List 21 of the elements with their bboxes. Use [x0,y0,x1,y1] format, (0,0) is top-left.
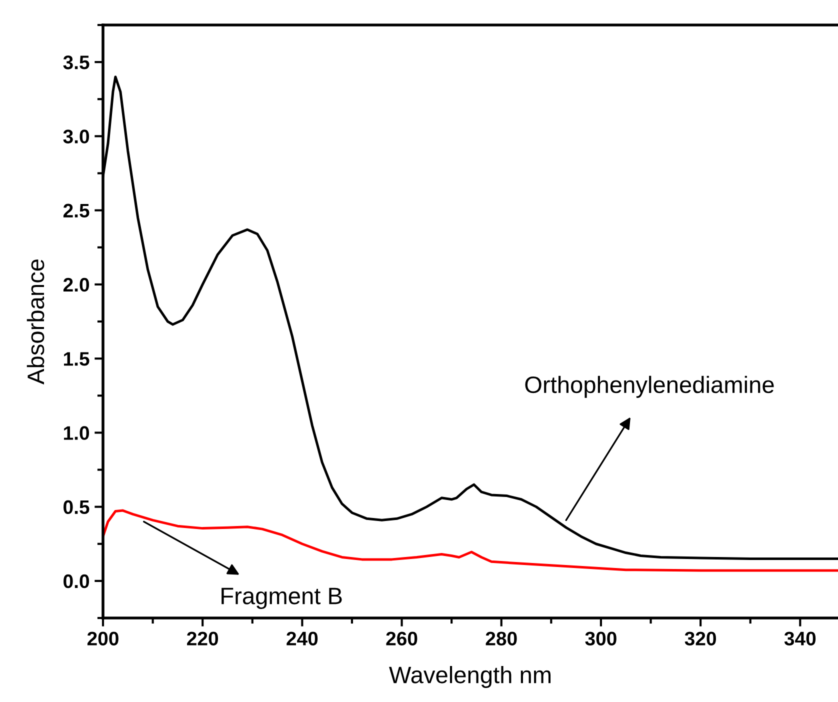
x-tick-label: 300 [585,632,616,646]
y-tick-label: 3.5 [63,56,90,70]
x-tick-label: 220 [187,632,218,646]
x-axis-title: Wavelength nm [389,666,551,688]
annotation: Orthophenylenediamine [525,376,774,398]
x-tick-label: 320 [684,632,716,646]
y-tick-label: 1.5 [64,352,90,366]
annotation: Fragment B [222,588,342,610]
y-tick-label: 0.5 [64,500,90,514]
y-tick-label: 1.0 [64,426,90,440]
y-tick-label: 2.0 [63,278,90,292]
y-axis-title: Absorbance [26,260,44,384]
line-series [103,509,838,572]
x-tick-label: 340 [784,632,816,646]
y-tick-label: 2.5 [63,204,90,218]
x-tick-label: 280 [486,632,517,646]
x-tick-label: 240 [286,632,318,646]
y-tick-label: 3.0 [63,130,90,144]
y-tick-label: 0.0 [64,574,90,588]
x-tick-label: 260 [386,632,418,646]
x-tick-label: 200 [87,632,118,646]
